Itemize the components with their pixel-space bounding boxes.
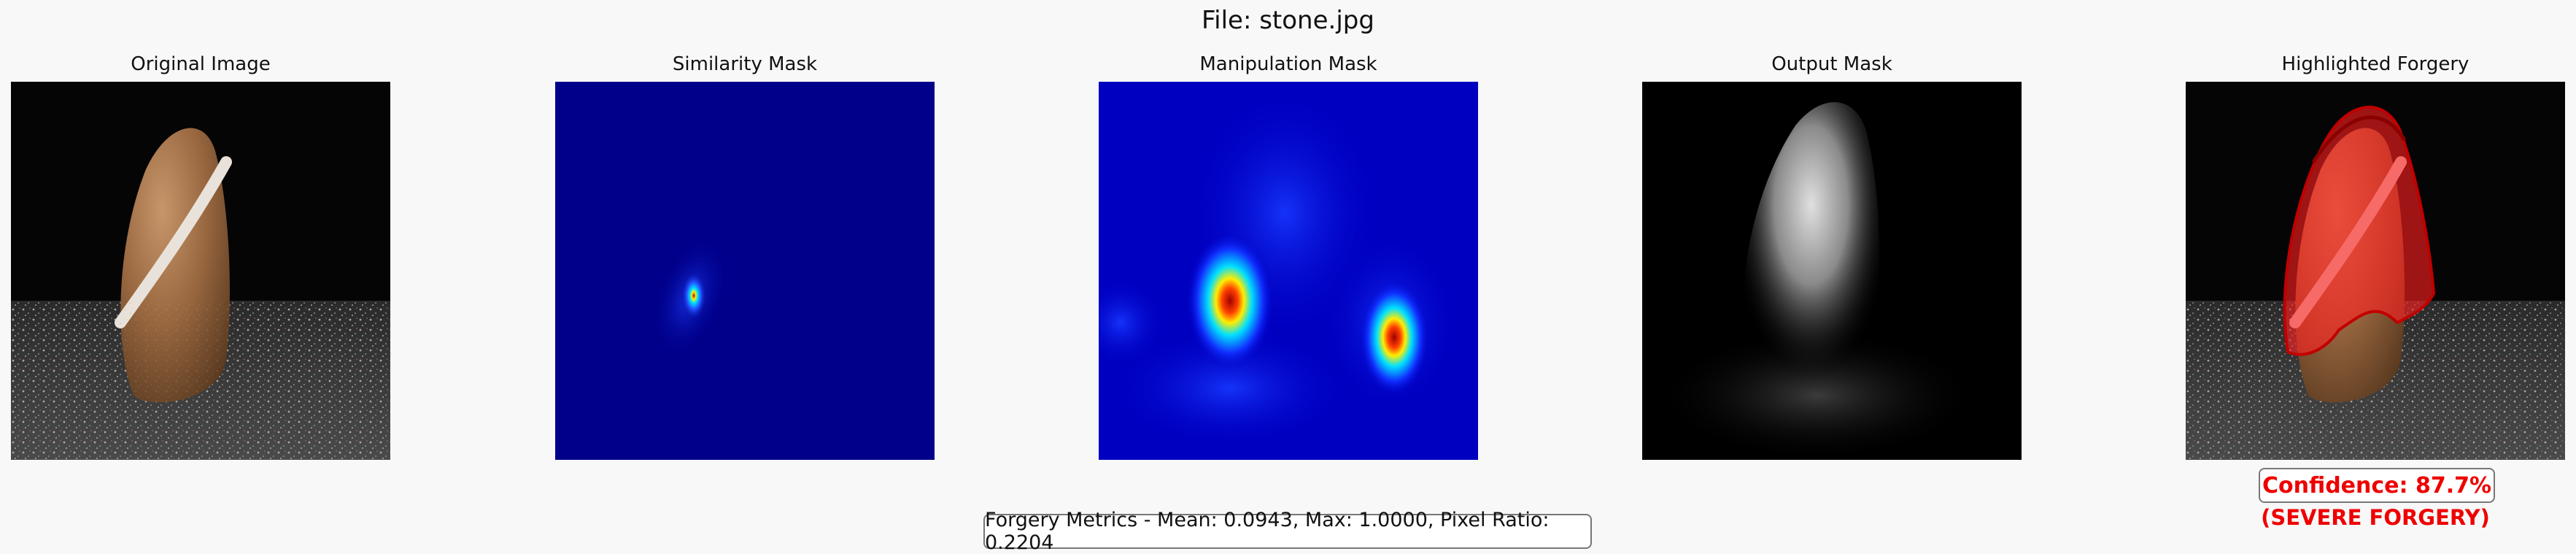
figure-title: File: stone.jpg [1202, 6, 1374, 35]
forgery-metrics-box: Forgery Metrics - Mean: 0.0943, Max: 1.0… [983, 509, 1592, 554]
original-image [11, 82, 390, 460]
panel-highlighted-forgery: Highlighted Forgery [2186, 51, 2565, 460]
panel-similarity-mask: Similarity Mask [555, 51, 935, 460]
panel-title-similarity: Similarity Mask [672, 53, 818, 75]
panel-title-highlighted: Highlighted Forgery [2281, 53, 2469, 75]
confidence-badge: Confidence: 87.7% [2259, 468, 2495, 503]
similarity-mask-image [555, 82, 935, 460]
output-mask-image [1642, 82, 2022, 460]
panel-title-manipulation: Manipulation Mask [1199, 53, 1377, 75]
panel-title-output: Output Mask [1771, 53, 1892, 75]
panel-original-image: Original Image [11, 51, 390, 460]
panel-output-mask: Output Mask [1642, 51, 2022, 460]
highlighted-forgery-image [2186, 82, 2565, 460]
panel-manipulation-mask: Manipulation Mask [1099, 51, 1478, 460]
severity-label: (SEVERE FORGERY) [2261, 505, 2490, 530]
panel-title-original: Original Image [131, 53, 271, 75]
manipulation-mask-image [1099, 82, 1478, 460]
